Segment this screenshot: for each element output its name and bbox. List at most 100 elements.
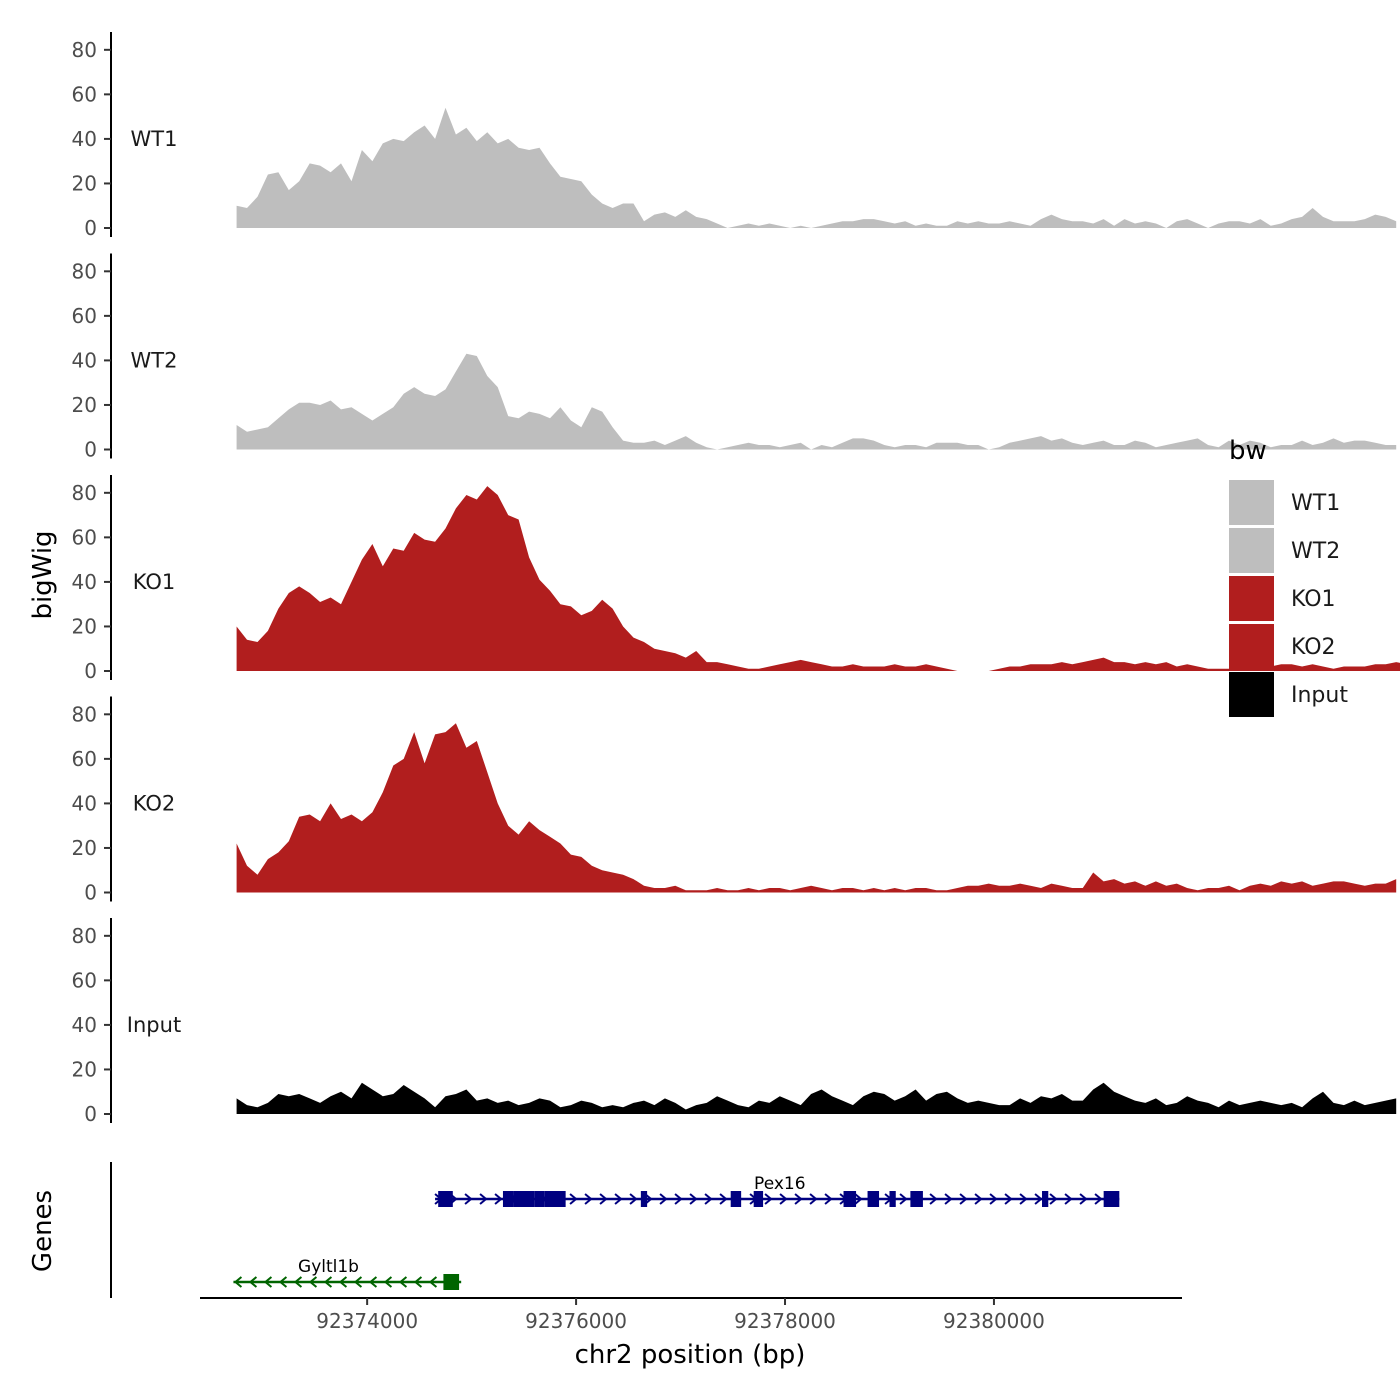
- legend-key-ko1: [1229, 576, 1274, 621]
- exon-block: [1103, 1191, 1120, 1207]
- coverage-area-input: [236, 1082, 1397, 1114]
- legend: bw WT1 WT2 KO1 KO2 Input: [1229, 436, 1348, 717]
- y-tick-label: 0: [84, 1102, 97, 1126]
- strand-arrow: [308, 1276, 318, 1288]
- strand-arrow: [1004, 1193, 1013, 1205]
- strand-arrow: [1034, 1193, 1043, 1205]
- strand-arrow: [854, 1193, 863, 1205]
- strand-arrow: [929, 1193, 938, 1205]
- exon-block: [730, 1191, 742, 1207]
- exon-block: [867, 1191, 880, 1207]
- x-axis: 92374000 92376000 92378000 92380000: [200, 1297, 1182, 1333]
- exon-block: [544, 1191, 566, 1207]
- strand-arrow: [569, 1193, 578, 1205]
- exon-block: [443, 1274, 460, 1290]
- exon-block: [438, 1191, 453, 1207]
- strand-arrow: [974, 1193, 983, 1205]
- y-tick-label: 80: [72, 38, 97, 62]
- strand-arrow: [278, 1276, 288, 1288]
- track-label: KO2: [133, 791, 176, 815]
- exon-block: [753, 1191, 764, 1207]
- strand-arrow: [899, 1193, 908, 1205]
- strand-arrow: [233, 1276, 243, 1288]
- track-label: WT1: [131, 127, 178, 151]
- y-tick-label: 20: [72, 836, 97, 860]
- legend-key-input: [1229, 672, 1274, 717]
- legend-label: WT2: [1291, 539, 1340, 564]
- strand-arrow: [1019, 1193, 1028, 1205]
- strand-arrow: [479, 1193, 488, 1205]
- strand-arrow: [323, 1276, 333, 1288]
- y-tick-label: 40: [72, 570, 97, 594]
- legend-label: KO2: [1291, 635, 1336, 660]
- coverage-area-ko2: [236, 723, 1397, 893]
- exon-block: [843, 1191, 857, 1207]
- legend-label: Input: [1291, 683, 1348, 708]
- coverage-area-wt1: [236, 107, 1397, 228]
- track-wt2: 0 20 40 60 80 WT2: [72, 253, 1397, 462]
- gene-label: Gyltl1b: [298, 1257, 359, 1277]
- exon-block: [513, 1191, 535, 1207]
- gene-pex16: Pex16: [434, 1174, 1120, 1207]
- exon-block: [502, 1191, 514, 1207]
- strand-arrow: [293, 1276, 303, 1288]
- track-ko1: 0 20 40 60 80 KO1: [72, 475, 1400, 683]
- y-tick-label: 20: [72, 393, 97, 417]
- y-tick-label: 60: [72, 968, 97, 992]
- strand-arrow: [794, 1193, 803, 1205]
- legend-key-ko2: [1229, 624, 1274, 669]
- y-tick-label: 40: [72, 348, 97, 372]
- strand-arrow: [719, 1193, 728, 1205]
- strand-arrow: [584, 1193, 593, 1205]
- track-label: Input: [127, 1013, 181, 1037]
- y-tick-label: 60: [72, 525, 97, 549]
- strand-arrow: [764, 1193, 773, 1205]
- x-tick-label: 92380000: [943, 1309, 1045, 1333]
- strand-arrow: [674, 1193, 683, 1205]
- y-tick-label: 0: [84, 881, 97, 905]
- strand-arrow: [704, 1193, 713, 1205]
- gene-gyltl1b: Gyltl1b: [233, 1257, 462, 1290]
- coverage-area-wt2: [236, 353, 1397, 450]
- strand-arrow: [1064, 1193, 1073, 1205]
- strand-arrow: [1094, 1193, 1103, 1205]
- y-tick-label: 0: [84, 216, 97, 240]
- strand-arrow: [398, 1276, 408, 1288]
- strand-arrow: [494, 1193, 503, 1205]
- track-input: 0 20 40 60 80 Input: [72, 918, 1397, 1126]
- strand-arrow: [944, 1193, 953, 1205]
- y-tick-label: 60: [72, 304, 97, 328]
- y-axis-title: bigWig: [28, 530, 58, 619]
- strand-arrow: [353, 1276, 363, 1288]
- legend-title: bw: [1229, 436, 1267, 466]
- y-tick-label: 60: [72, 747, 97, 771]
- exon-block: [910, 1191, 923, 1207]
- genes-axis-title: Genes: [28, 1190, 58, 1272]
- legend-key-wt1: [1229, 480, 1274, 525]
- strand-arrow: [248, 1276, 258, 1288]
- y-tick-label: 80: [72, 481, 97, 505]
- y-tick-label: 80: [72, 259, 97, 283]
- track-label: KO1: [133, 570, 176, 594]
- strand-arrow: [629, 1193, 638, 1205]
- strand-arrow: [338, 1276, 348, 1288]
- strand-arrow: [689, 1193, 698, 1205]
- y-tick-label: 0: [84, 438, 97, 462]
- exon-block: [1042, 1191, 1049, 1207]
- y-tick-label: 40: [72, 791, 97, 815]
- x-tick-label: 92378000: [734, 1309, 836, 1333]
- track-ko2: 0 20 40 60 80 KO2: [72, 696, 1397, 905]
- strand-arrow: [413, 1276, 423, 1288]
- strand-arrow: [428, 1276, 438, 1288]
- strand-arrow: [659, 1193, 668, 1205]
- y-tick-label: 0: [84, 659, 97, 683]
- exon-block: [534, 1191, 545, 1207]
- y-tick-label: 80: [72, 702, 97, 726]
- strand-arrow: [263, 1276, 273, 1288]
- y-tick-label: 20: [72, 171, 97, 195]
- strand-arrow: [1049, 1193, 1058, 1205]
- strand-arrow: [599, 1193, 608, 1205]
- x-axis-title: chr2 position (bp): [575, 1340, 806, 1370]
- x-tick-label: 92374000: [316, 1309, 418, 1333]
